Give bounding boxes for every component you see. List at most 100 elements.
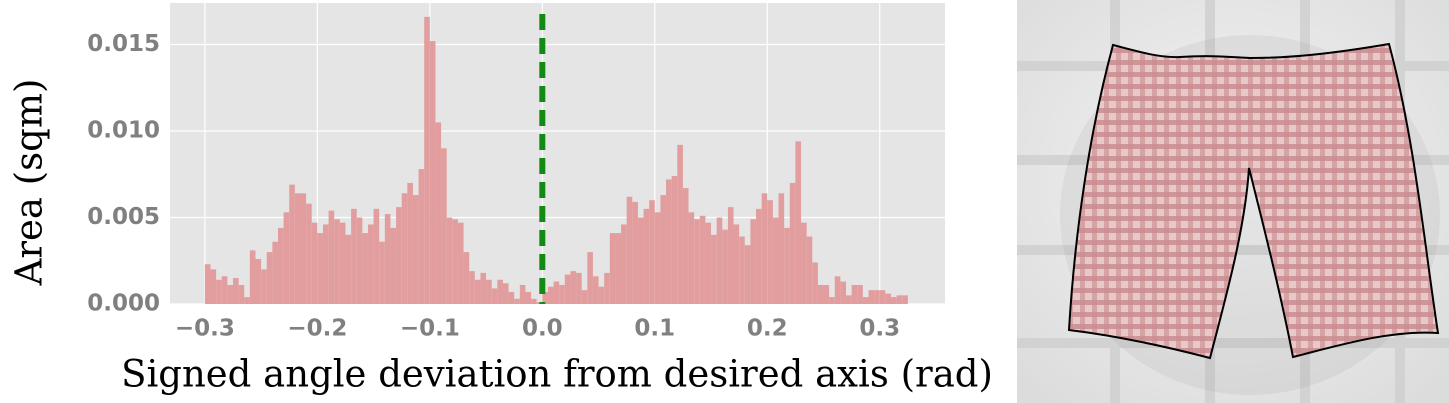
histogram-bar [227,284,233,304]
histogram-bar [840,281,847,304]
histogram-bar [289,184,295,304]
histogram-bar [570,271,577,304]
histogram-bar [649,200,655,304]
histogram-bar [542,291,548,304]
histogram-bar [857,284,863,304]
histogram-bar [418,169,425,304]
histogram-bar [396,207,402,304]
histogram-bar [621,224,627,304]
x-tick-label: 0.2 [747,316,788,342]
y-tick-label: 0.000 [87,291,160,317]
histogram-bar [294,193,301,304]
histogram-bar [232,278,239,304]
histogram-bar [772,217,779,304]
histogram-bar [626,196,633,304]
histogram-bar [531,298,537,304]
histogram-bar [480,272,487,304]
histogram-bar [716,217,723,304]
histogram-bar [469,271,475,304]
histogram-bar [806,236,813,304]
histogram-bar [261,269,267,304]
histogram-bar [463,252,470,304]
histogram-bar [435,122,442,305]
histogram-bar [767,200,773,304]
x-axis-label: Signed angle deviation from desired axis… [121,353,993,396]
histogram-bar [334,219,340,304]
histogram-bar [452,219,458,304]
y-axis-label: Area (sqm) [8,79,51,287]
histogram-bar [733,224,740,304]
histogram-bar [795,141,802,304]
histogram-bar [699,215,706,304]
histogram-bar [756,208,762,304]
histogram-bar [834,276,841,304]
x-tick-label: −0.1 [400,316,460,342]
histogram-bar [502,283,509,304]
histogram-bar [823,284,830,304]
histogram-bar [491,288,498,304]
histogram-bar [277,227,284,304]
histogram-bar [902,295,908,304]
histogram-bar [885,293,892,304]
histogram-bar [373,208,380,304]
histogram-bar [311,222,318,304]
histogram-bar [362,233,368,304]
garment-render [1017,0,1449,403]
histogram-bar [356,217,363,304]
histogram-bar [244,297,250,304]
histogram-bar [424,16,430,304]
histogram-bar [519,284,526,304]
histogram-bar [637,217,644,304]
histogram-bar [694,219,700,304]
histogram-bar [553,281,560,304]
y-tick-label: 0.015 [87,31,160,57]
histogram-bar [739,236,745,304]
histogram-bar [407,182,413,304]
histogram-bar [604,272,610,304]
histogram-bar [829,297,835,304]
histogram-bar [846,295,852,304]
histogram-bar [784,227,790,304]
histogram-bar [317,233,323,304]
histogram-bar [345,234,352,304]
histogram-bar [750,219,757,304]
histogram-plot: 0.000 0.005 0.010 0.015 −0.3 −0.2 −0.1 0.0 0.1 0.… [87,3,945,342]
histogram-bar [576,272,582,304]
histogram-bar [474,279,481,304]
histogram-bar [204,264,211,304]
histogram-bar [351,208,357,304]
histogram-bar [891,297,897,304]
histogram-bar [401,193,408,304]
histogram-bar [300,193,307,304]
histogram-bar [677,144,683,304]
histogram-bar [339,222,346,304]
histogram-bar [896,295,903,304]
histogram-bar [266,252,273,304]
x-tick-label: 0.0 [522,316,563,342]
histogram-bar [559,284,565,304]
histogram-bar [441,148,447,304]
histogram-bar [216,279,222,304]
y-tick-label: 0.005 [87,204,160,230]
histogram-bar [744,245,751,304]
histogram-bar [632,201,638,304]
histogram-bar [238,284,245,304]
histogram-bar [581,290,588,304]
histogram-bar [688,212,695,304]
histogram-bar [727,207,734,304]
histogram-bar [862,297,869,304]
x-tick-label: 0.3 [859,316,900,342]
histogram-bar [874,290,880,304]
histogram-bar [851,284,858,304]
histogram-bar [868,290,875,304]
histogram-bar [643,208,650,304]
x-tick-label: 0.1 [634,316,675,342]
histogram-bar [564,274,571,304]
histogram-bar [249,250,256,304]
histogram-bar [801,222,807,304]
histogram-bar [682,188,689,304]
histogram-bar [486,279,492,304]
histogram-bar [412,195,419,304]
histogram-bar [761,193,768,304]
histogram-bar [660,195,667,304]
